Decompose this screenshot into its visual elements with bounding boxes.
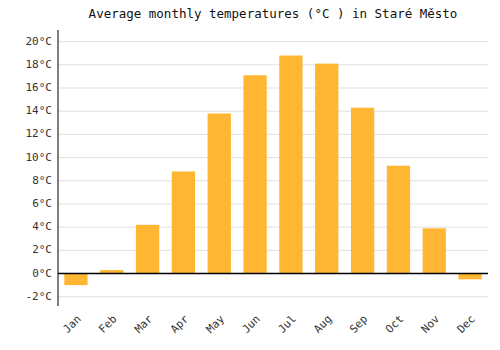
bar <box>279 56 302 274</box>
y-tick-label: 10°C <box>26 151 53 164</box>
grid-line <box>58 180 488 181</box>
chart: -2°C 0°C 2°C 4°C 6°C 8°C 10°C 12°C 14°C 16°C 18°C 2… <box>0 0 500 350</box>
title: Average monthly temperatures (°C ) in St… <box>89 6 458 21</box>
y-tick-label: 2°C <box>32 243 52 256</box>
grid-line <box>58 273 488 274</box>
grid-line <box>58 87 488 88</box>
baseline <box>58 273 488 275</box>
bar <box>243 75 266 273</box>
grid-line <box>58 64 488 65</box>
bar <box>351 108 374 274</box>
x-tick-label: Nov <box>419 312 443 336</box>
y-tick-label: 8°C <box>32 174 52 187</box>
x-tick-label: Aug <box>311 313 334 336</box>
grid-line <box>58 111 488 112</box>
x-tick-label: Jan <box>60 313 83 336</box>
bar <box>136 225 159 274</box>
page: {"chart_data": {"type": "bar", "title": … <box>0 0 500 350</box>
x-tick-label: Jul <box>275 313 298 336</box>
grid <box>58 42 488 297</box>
y-tick-label: 0°C <box>32 267 52 280</box>
y-tick-label: 16°C <box>26 81 53 94</box>
grid-line <box>58 157 488 158</box>
x-tick-label: May <box>204 312 228 336</box>
grid-line <box>58 227 488 228</box>
y-tick-label: -2°C <box>26 290 53 303</box>
x-tick-label: Jun <box>240 313 263 336</box>
grid-line <box>58 296 488 297</box>
bars <box>64 56 481 286</box>
bar <box>64 274 87 286</box>
x-tick-label: Sep <box>347 313 370 336</box>
y-tick-label: 4°C <box>32 220 52 233</box>
y-axis: -2°C 0°C 2°C 4°C 6°C 8°C 10°C 12°C 14°C 16°C 18°C 2… <box>26 35 53 303</box>
x-tick-label: Oct <box>383 313 406 336</box>
bar <box>387 166 410 274</box>
bar <box>315 64 338 274</box>
x-tick-label: Dec <box>455 313 478 336</box>
x-tick-label: Feb <box>96 313 119 336</box>
bar <box>172 171 195 273</box>
x-axis: Jan Feb Mar Apr May Jun Jul Aug Sep Oct Nov Dec <box>60 312 477 336</box>
y-tick-label: 6°C <box>32 197 52 210</box>
grid-line <box>58 134 488 135</box>
bar <box>423 228 446 273</box>
y-tick-label: 14°C <box>26 104 53 117</box>
bar <box>458 274 481 280</box>
x-tick-label: Apr <box>168 312 192 336</box>
y-axis-line <box>58 30 59 306</box>
grid-line <box>58 41 488 42</box>
grid-line <box>58 203 488 204</box>
y-tick-label: 18°C <box>26 58 53 71</box>
bar <box>208 113 231 273</box>
y-tick-label: 12°C <box>26 127 53 140</box>
y-tick-label: 20°C <box>26 35 53 48</box>
x-tick-label: Mar <box>132 312 156 336</box>
